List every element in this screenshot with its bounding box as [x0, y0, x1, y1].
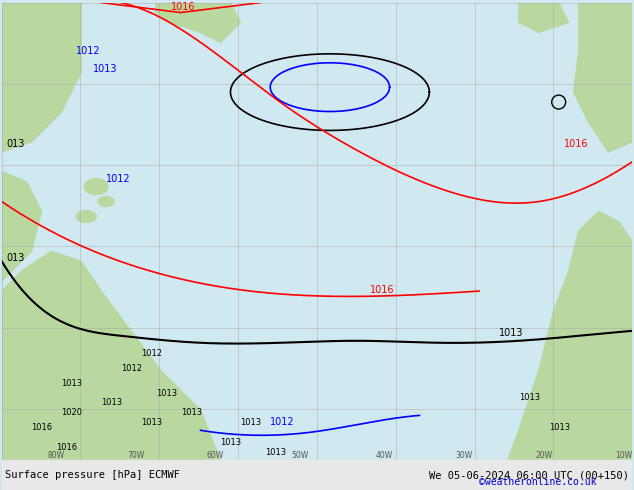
Text: 20W: 20W — [535, 451, 552, 460]
Polygon shape — [519, 2, 569, 32]
Text: 1013: 1013 — [549, 423, 570, 432]
Text: 1013: 1013 — [499, 328, 524, 338]
Ellipse shape — [76, 211, 96, 222]
Text: 1013: 1013 — [265, 448, 287, 457]
Text: 1020: 1020 — [61, 408, 82, 417]
Text: 1013: 1013 — [61, 379, 82, 388]
Text: 1016: 1016 — [56, 443, 77, 452]
Text: 1012: 1012 — [106, 173, 131, 184]
Text: ©weatheronline.co.uk: ©weatheronline.co.uk — [479, 477, 597, 487]
Ellipse shape — [84, 179, 108, 195]
Text: 1012: 1012 — [141, 349, 162, 358]
Text: 1013: 1013 — [221, 438, 242, 447]
Polygon shape — [588, 2, 623, 23]
Text: 1013: 1013 — [156, 389, 177, 397]
Text: 40W: 40W — [376, 451, 393, 460]
Text: 1012: 1012 — [270, 417, 295, 427]
Text: 1013: 1013 — [93, 64, 118, 74]
Text: 1016: 1016 — [370, 285, 394, 295]
Polygon shape — [156, 2, 240, 43]
Polygon shape — [499, 212, 632, 490]
Text: 1016: 1016 — [171, 1, 195, 12]
Text: 30W: 30W — [456, 451, 473, 460]
Polygon shape — [2, 251, 221, 490]
Text: 1012: 1012 — [121, 364, 142, 372]
Text: 70W: 70W — [127, 451, 145, 460]
Text: Surface pressure [hPa] ECMWF: Surface pressure [hPa] ECMWF — [4, 470, 179, 480]
Text: 80W: 80W — [48, 451, 65, 460]
Text: 1016: 1016 — [32, 423, 53, 432]
Polygon shape — [2, 2, 81, 152]
Text: 1016: 1016 — [564, 139, 588, 149]
Text: 1012: 1012 — [76, 47, 101, 56]
Text: 013: 013 — [6, 139, 25, 149]
Text: 10W: 10W — [615, 451, 632, 460]
Polygon shape — [574, 2, 632, 152]
Text: 50W: 50W — [292, 451, 309, 460]
Bar — [2, 460, 632, 490]
Text: 1013: 1013 — [101, 398, 122, 408]
Text: 013: 013 — [6, 253, 25, 263]
Polygon shape — [2, 172, 41, 281]
Text: 1013: 1013 — [240, 418, 261, 427]
Text: 1013: 1013 — [141, 418, 162, 427]
Text: 1013: 1013 — [181, 408, 202, 417]
Text: 60W: 60W — [207, 451, 224, 460]
Text: We 05-06-2024 06:00 UTC (00+150): We 05-06-2024 06:00 UTC (00+150) — [429, 470, 630, 480]
Ellipse shape — [98, 196, 114, 206]
Text: 1013: 1013 — [519, 393, 540, 402]
